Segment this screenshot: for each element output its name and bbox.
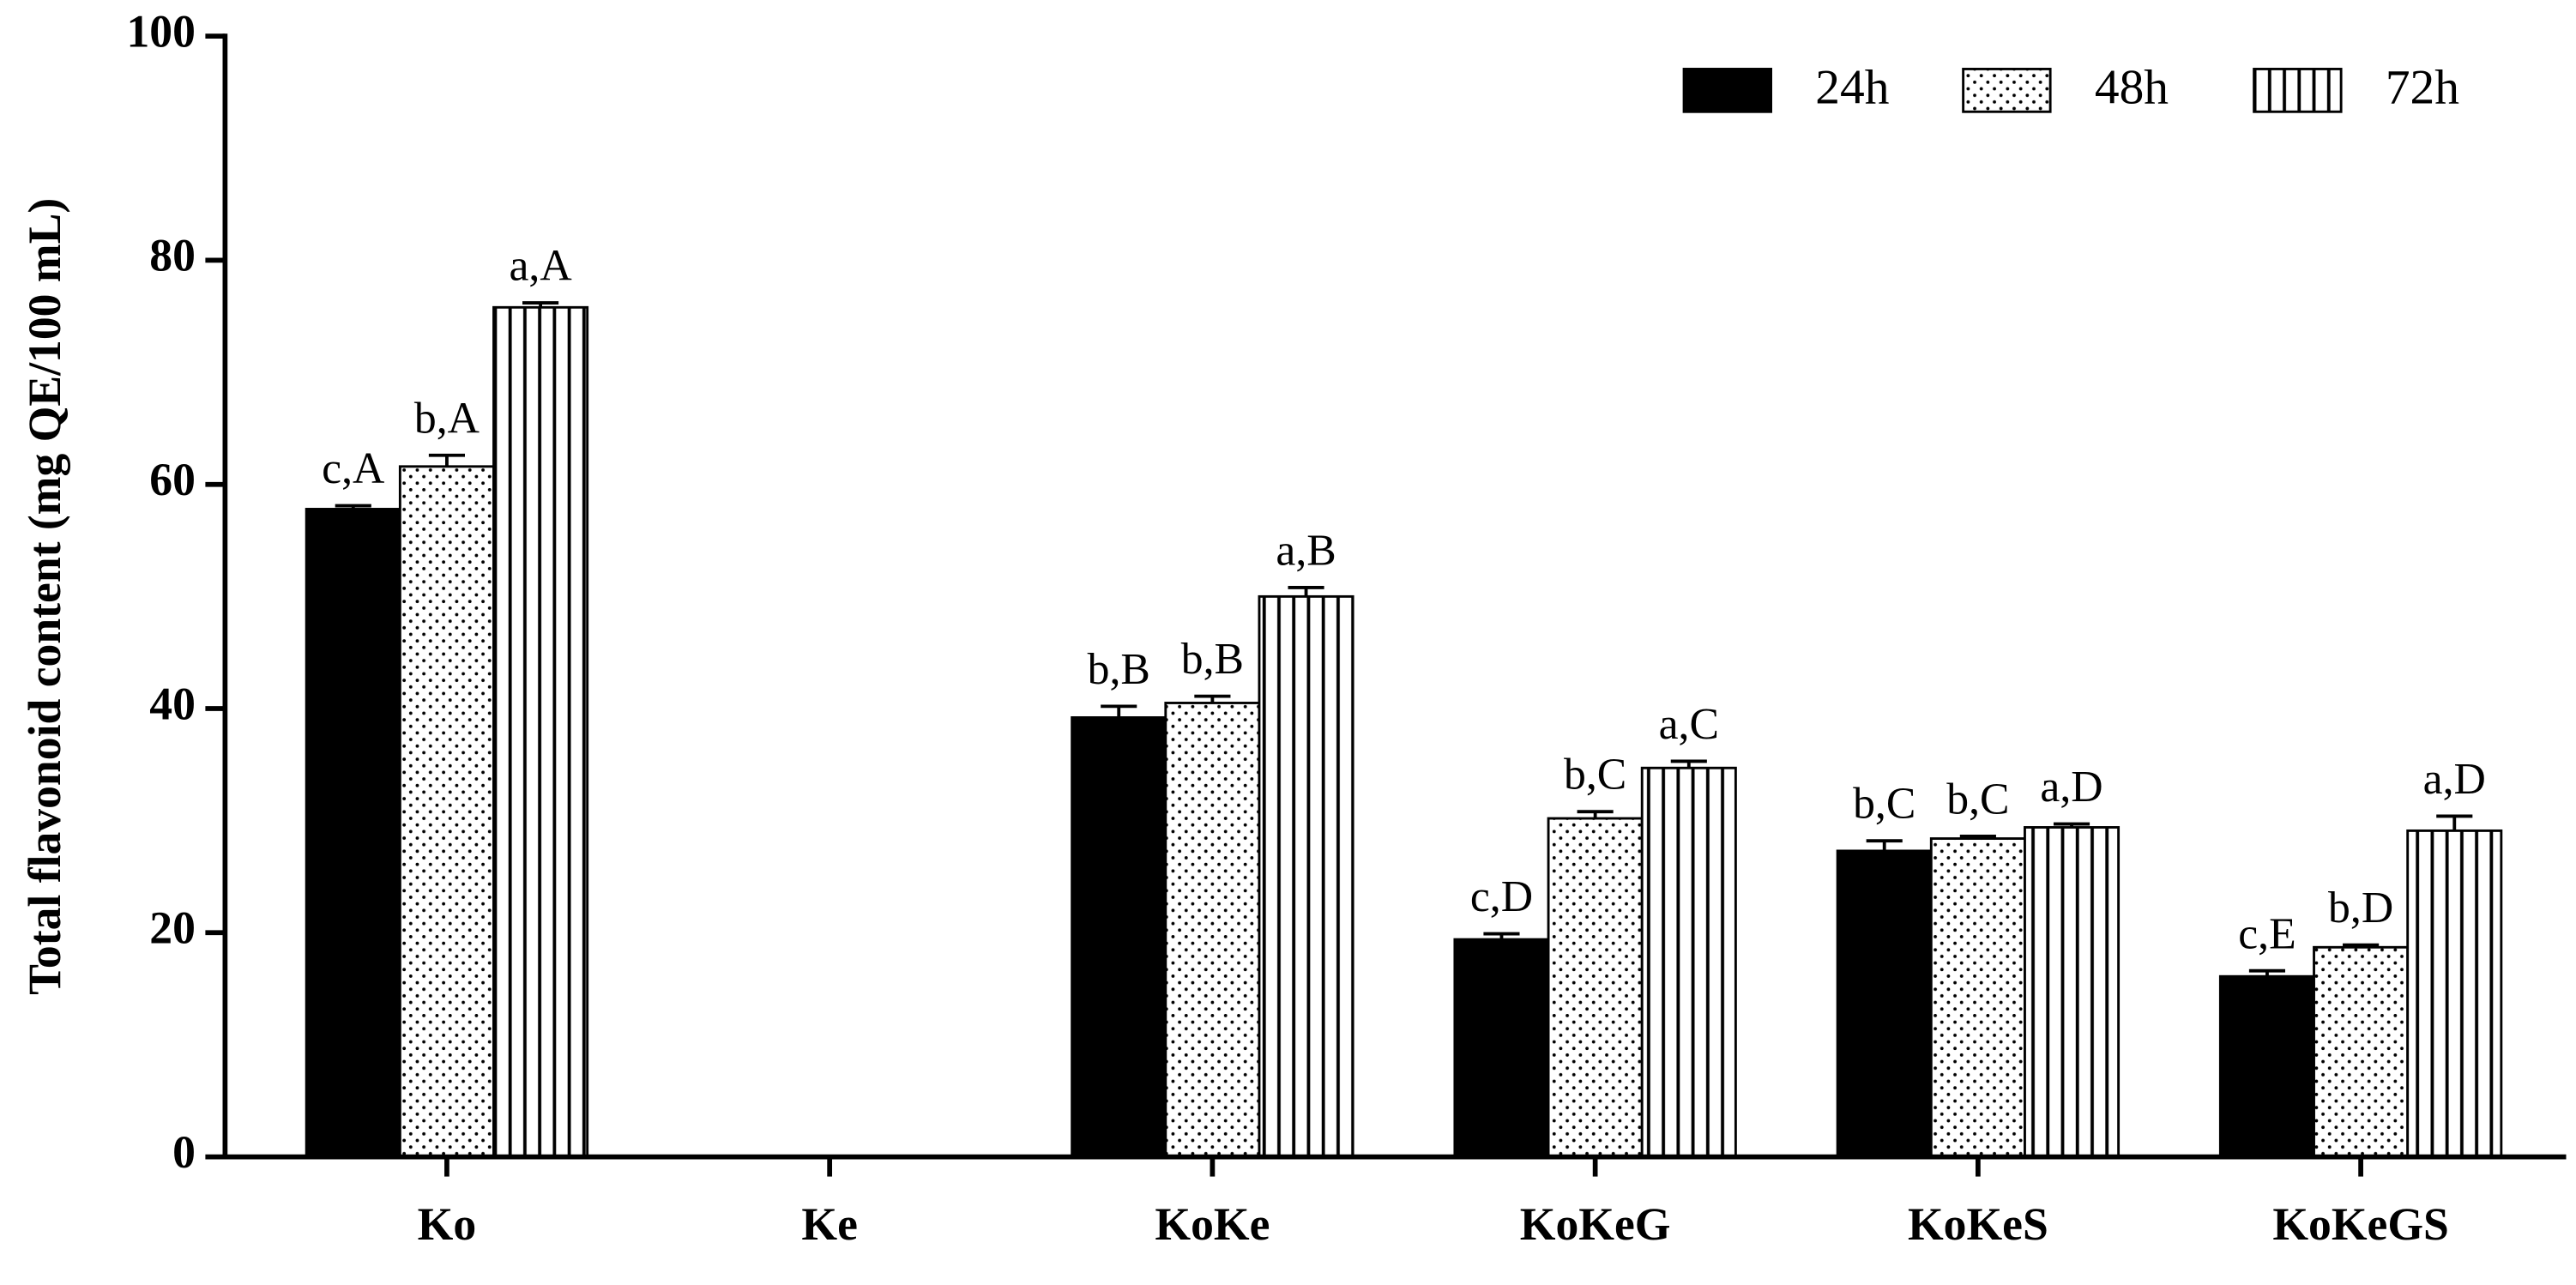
- error-bar: [2248, 968, 2286, 977]
- error-bar: [1866, 839, 1903, 851]
- data-label: b,C: [1564, 751, 1626, 799]
- error-bar: [1288, 585, 1324, 597]
- legend-label: 24h: [1815, 60, 1889, 114]
- legend-swatch: [1682, 68, 1772, 113]
- y-axis-label: Total flavonoid content (mg QE/100 mL): [19, 198, 70, 995]
- data-label: b,C: [1946, 775, 2009, 823]
- data-label: a,D: [2423, 755, 2486, 804]
- bar: [1258, 594, 1354, 1159]
- bar: [305, 508, 401, 1159]
- bar: [1836, 849, 1933, 1159]
- data-label: a,B: [1276, 526, 1336, 575]
- error-bar: [335, 504, 371, 510]
- error-bar: [1483, 932, 1520, 940]
- error-bar: [1577, 810, 1614, 819]
- y-tick-label: 60: [149, 454, 196, 505]
- data-label: b,D: [2328, 884, 2393, 932]
- bar: [1071, 716, 1167, 1159]
- data-label: a,D: [2040, 763, 2102, 811]
- bar: [2406, 829, 2503, 1159]
- data-label: b,A: [414, 394, 480, 443]
- data-label: b,C: [1853, 780, 1915, 829]
- data-label: c,D: [1470, 872, 1533, 921]
- error-bar: [2053, 822, 2090, 828]
- data-label: c,E: [2238, 909, 2295, 958]
- x-tick-label: KoKeGS: [2272, 1198, 2449, 1250]
- error-bar: [428, 453, 465, 467]
- y-tick-label: 100: [126, 5, 195, 57]
- bar: [492, 305, 589, 1159]
- bar: [1164, 702, 1261, 1159]
- x-tick-label: KoKeS: [1908, 1198, 2048, 1250]
- bar: [2313, 945, 2410, 1159]
- data-label: b,B: [1088, 645, 1150, 694]
- bar: [1547, 817, 1644, 1159]
- y-tick-label: 20: [149, 902, 196, 954]
- legend-label: 48h: [2095, 60, 2169, 114]
- legend-swatch: [1962, 68, 2052, 113]
- x-tick-label: KoKe: [1155, 1198, 1270, 1250]
- bar: [2218, 974, 2315, 1159]
- data-label: a,A: [509, 242, 571, 291]
- y-tick-label: 0: [172, 1126, 196, 1178]
- bar: [398, 465, 495, 1159]
- error-bar: [1670, 759, 1707, 769]
- bar: [1929, 837, 2026, 1159]
- legend-label: 72h: [2386, 60, 2459, 114]
- error-bar: [2436, 814, 2473, 831]
- data-label: b,B: [1181, 635, 1244, 684]
- x-tick-label: Ke: [801, 1198, 858, 1250]
- error-bar: [522, 301, 559, 308]
- x-tick-label: Ko: [418, 1198, 477, 1250]
- data-label: a,C: [1659, 700, 1719, 749]
- bar: [1453, 938, 1550, 1159]
- bar: [1640, 766, 1737, 1159]
- x-tick-label: KoKeG: [1520, 1198, 1671, 1250]
- legend-swatch: [2253, 68, 2343, 113]
- error-bar: [2343, 943, 2380, 948]
- error-bar: [1101, 704, 1137, 718]
- error-bar: [1194, 694, 1231, 703]
- y-tick-label: 40: [149, 678, 196, 729]
- y-tick-label: 80: [149, 230, 196, 281]
- error-bar: [1959, 835, 1996, 839]
- bar: [2024, 826, 2121, 1159]
- data-label: c,A: [322, 444, 384, 493]
